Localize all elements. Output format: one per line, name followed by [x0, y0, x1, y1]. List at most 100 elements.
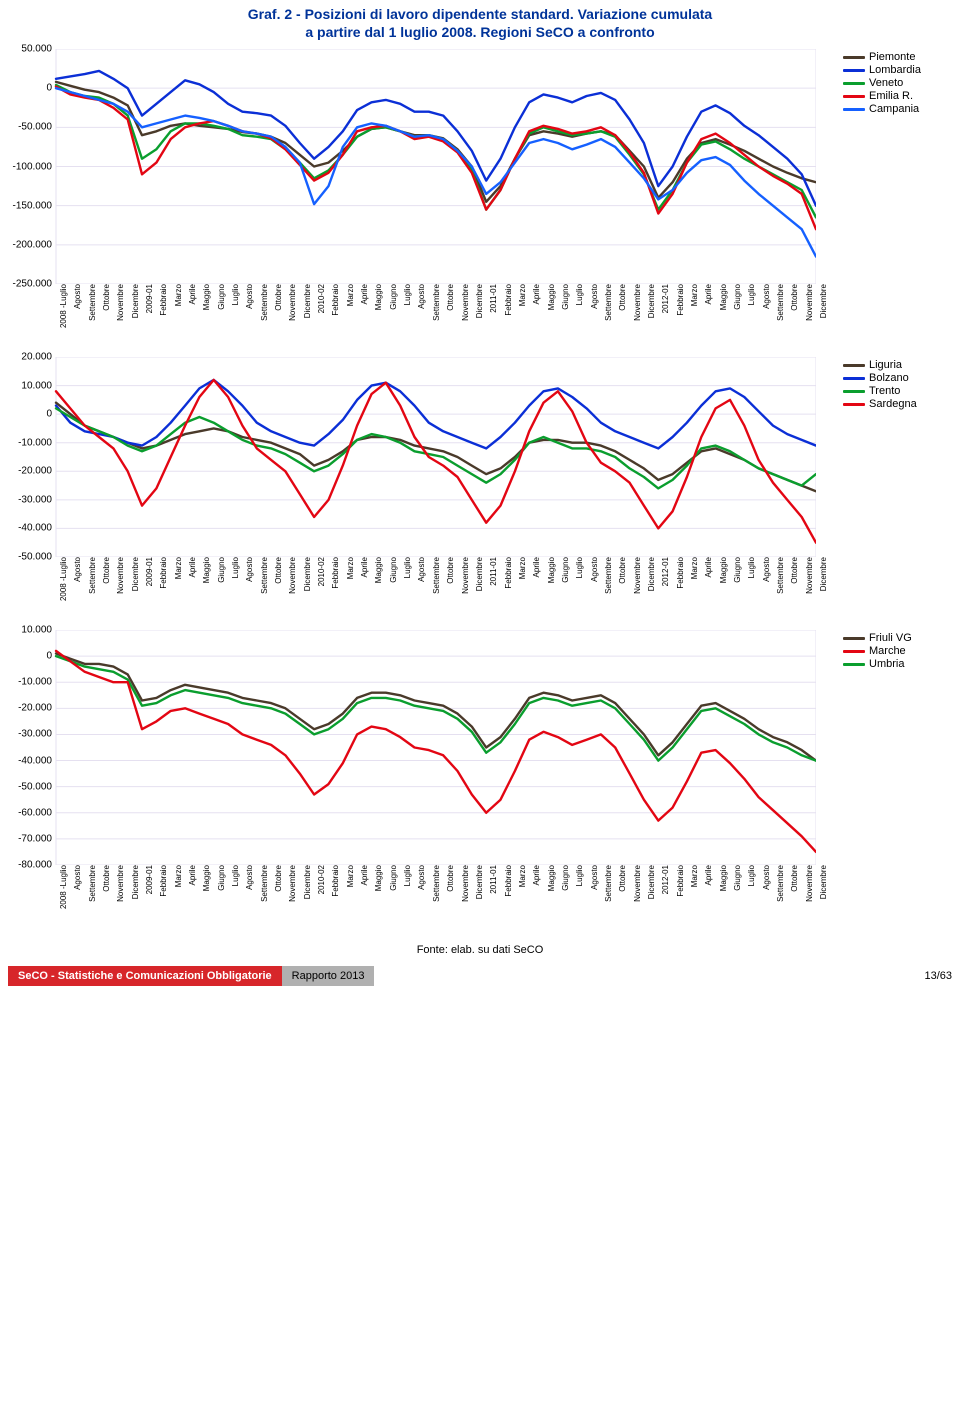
y-tick-label: -30.000 [8, 494, 52, 505]
legend-swatch [843, 663, 865, 666]
x-tick-label: Settembre [776, 284, 785, 321]
x-tick-label: Novembre [633, 557, 642, 594]
x-tick-label: Agosto [73, 865, 82, 890]
legend-item: Bolzano [843, 372, 952, 384]
x-tick-label: Novembre [116, 865, 125, 902]
x-tick-label: Maggio [202, 284, 211, 310]
x-tick-label: Ottobre [790, 557, 799, 584]
x-tick-label: 2011-01 [489, 557, 498, 586]
series-line [56, 654, 816, 761]
footer-right: 13/63 [924, 966, 952, 986]
series-line [56, 651, 816, 852]
legend-label: Bolzano [869, 372, 909, 384]
y-tick-label: -40.000 [8, 755, 52, 766]
x-tick-label: Settembre [260, 865, 269, 902]
y-tick-label: 10.000 [8, 625, 52, 636]
x-tick-label: Giugno [389, 284, 398, 310]
x-tick-label: Agosto [245, 557, 254, 582]
legend-label: Lombardia [869, 64, 921, 76]
x-tick-label: Aprile [360, 865, 369, 885]
legend-label: Umbria [869, 658, 904, 670]
legend-item: Veneto [843, 77, 952, 89]
x-tick-label: Maggio [719, 865, 728, 891]
x-tick-label: Maggio [202, 865, 211, 891]
x-tick-label: Giugno [733, 284, 742, 310]
x-tick-label: Dicembre [647, 284, 656, 318]
x-tick-label: Dicembre [131, 557, 140, 591]
legend-label: Marche [869, 645, 906, 657]
x-tick-label: Febbraio [159, 284, 168, 316]
series-line [56, 87, 816, 230]
x-tick-label: Marzo [346, 865, 355, 887]
x-tick-label: Agosto [417, 284, 426, 309]
y-tick-label: -70.000 [8, 833, 52, 844]
x-tick-label: Giugno [389, 865, 398, 891]
x-tick-label: Novembre [288, 865, 297, 902]
x-tick-label: Luglio [231, 284, 240, 305]
x-tick-label: Maggio [374, 284, 383, 310]
x-tick-label: Marzo [690, 865, 699, 887]
x-tick-label: 2009-01 [145, 865, 154, 894]
x-tick-label: Dicembre [303, 557, 312, 591]
x-tick-label: Maggio [719, 284, 728, 310]
legend-label: Veneto [869, 77, 903, 89]
plot-svg [8, 357, 816, 557]
y-tick-label: -10.000 [8, 677, 52, 688]
x-tick-label: Novembre [633, 865, 642, 902]
x-tick-label: Ottobre [274, 557, 283, 584]
x-tick-label: Giugno [561, 284, 570, 310]
x-tick-label: Novembre [805, 557, 814, 594]
x-tick-label: Ottobre [274, 284, 283, 311]
x-tick-label: Febbraio [676, 557, 685, 589]
x-tick-label: Ottobre [446, 284, 455, 311]
legend-swatch [843, 82, 865, 85]
legend: PiemonteLombardiaVenetoEmilia R.Campania [837, 49, 952, 116]
x-tick-label: Febbraio [331, 557, 340, 589]
legend-swatch [843, 69, 865, 72]
x-tick-label: Marzo [346, 557, 355, 579]
legend-swatch [843, 56, 865, 59]
x-tick-label: Maggio [374, 557, 383, 583]
y-tick-label: -50.000 [8, 552, 52, 563]
x-tick-label: Agosto [762, 865, 771, 890]
x-tick-label: Dicembre [131, 865, 140, 899]
legend-label: Emilia R. [869, 90, 913, 102]
x-tick-label: Ottobre [618, 284, 627, 311]
x-tick-label: Ottobre [446, 865, 455, 892]
y-tick-label: -100.000 [8, 161, 52, 172]
legend-item: Marche [843, 645, 952, 657]
x-tick-label: Aprile [188, 865, 197, 885]
x-tick-label: Marzo [690, 557, 699, 579]
y-tick-label: 0 [8, 651, 52, 662]
charts-container: 50.0000-50.000-100.000-150.000-200.000-2… [8, 49, 952, 920]
x-axis-labels: 2008 -LuglioAgostoSettembreOttobreNovemb… [56, 284, 816, 339]
x-tick-label: Febbraio [676, 284, 685, 316]
y-tick-label: -60.000 [8, 807, 52, 818]
legend-label: Friuli VG [869, 632, 912, 644]
x-tick-label: Marzo [518, 865, 527, 887]
x-tick-label: 2012-01 [661, 557, 670, 586]
x-tick-label: Settembre [260, 557, 269, 594]
x-tick-label: Settembre [432, 284, 441, 321]
x-tick-label: Giugno [389, 557, 398, 583]
x-tick-label: Luglio [747, 284, 756, 305]
x-tick-label: Settembre [88, 284, 97, 321]
x-tick-label: Febbraio [504, 557, 513, 589]
x-tick-label: Febbraio [159, 865, 168, 897]
x-tick-label: Aprile [704, 284, 713, 304]
x-tick-label: Dicembre [819, 284, 828, 318]
x-tick-label: Giugno [733, 557, 742, 583]
legend-swatch [843, 108, 865, 111]
x-tick-label: Agosto [245, 284, 254, 309]
x-tick-label: Novembre [461, 284, 470, 321]
x-tick-label: Settembre [604, 865, 613, 902]
y-tick-label: 50.000 [8, 44, 52, 55]
legend-item: Friuli VG [843, 632, 952, 644]
y-tick-label: 10.000 [8, 380, 52, 391]
x-tick-label: Agosto [417, 557, 426, 582]
x-tick-label: Agosto [590, 557, 599, 582]
x-tick-label: Novembre [805, 865, 814, 902]
x-tick-label: Luglio [575, 557, 584, 578]
y-tick-label: -250.000 [8, 279, 52, 290]
x-tick-label: Aprile [532, 284, 541, 304]
